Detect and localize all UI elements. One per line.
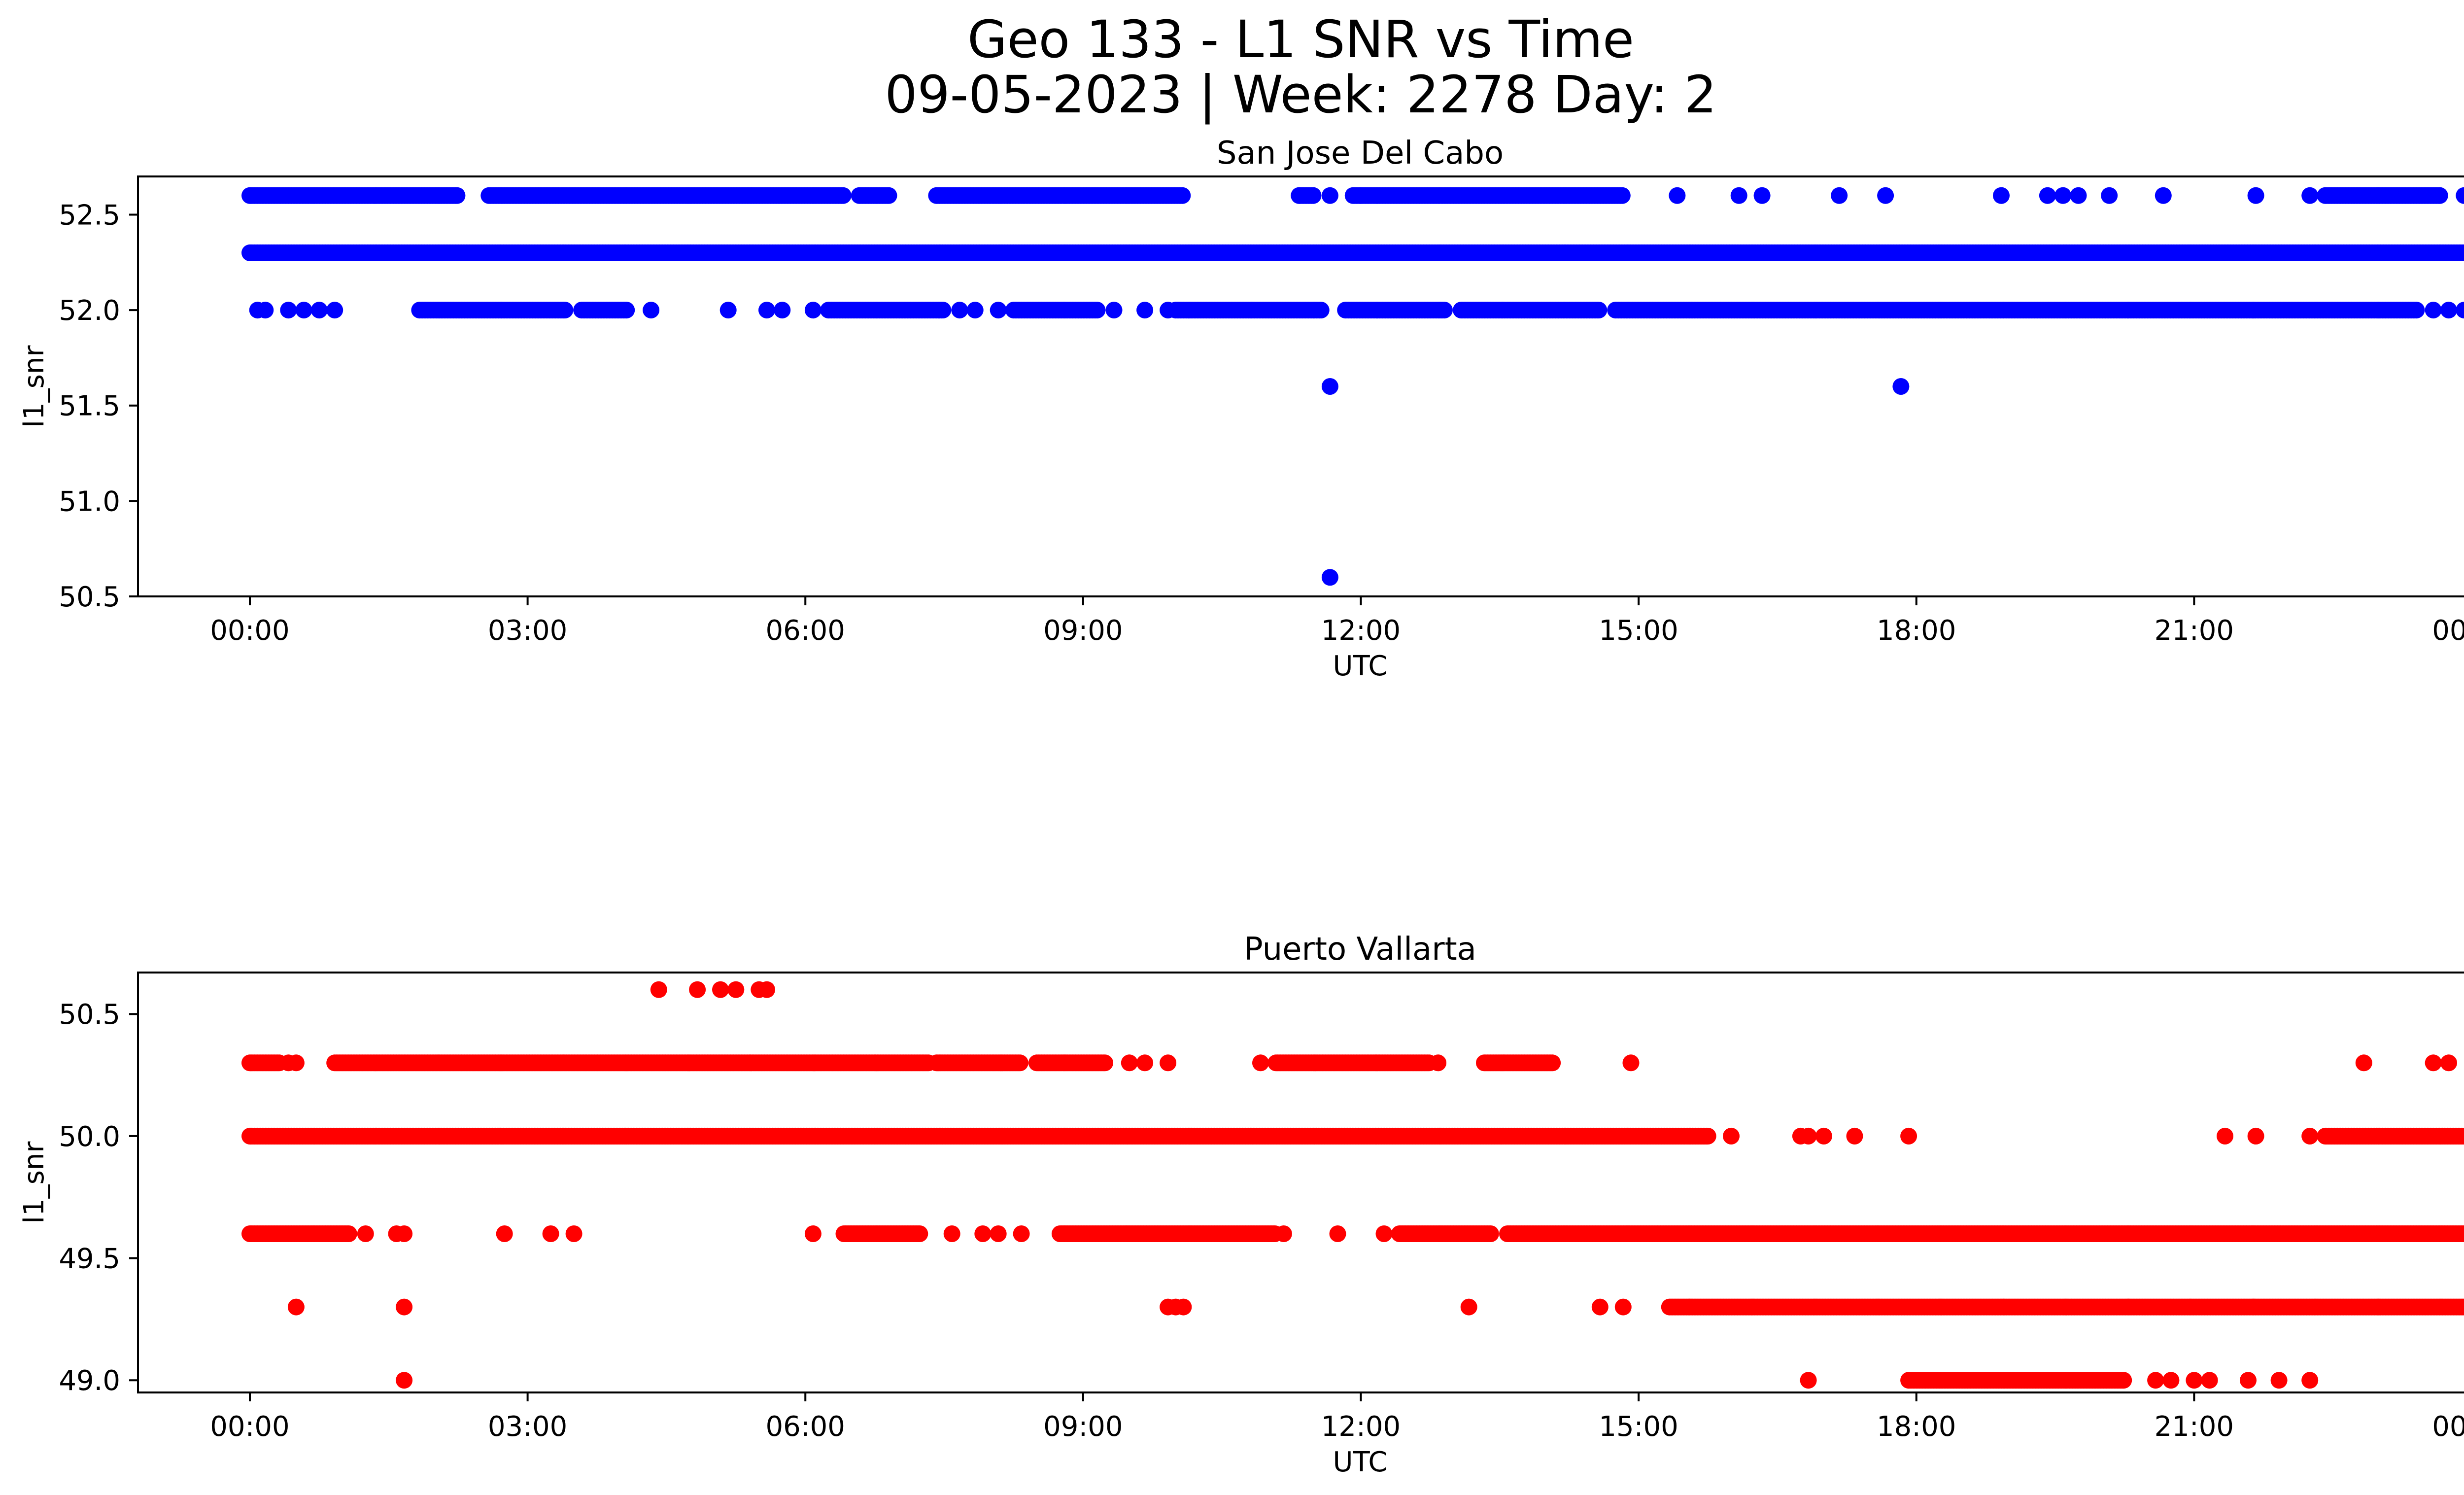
data-point bbox=[2039, 187, 2056, 204]
data-point bbox=[310, 302, 328, 319]
data-point bbox=[758, 302, 775, 319]
x-tick-label: 12:00 bbox=[1321, 615, 1401, 647]
data-point bbox=[2408, 302, 2425, 319]
data-point bbox=[1121, 1054, 1138, 1072]
data-point bbox=[2440, 1054, 2457, 1072]
data-point bbox=[618, 302, 635, 319]
data-point bbox=[1321, 569, 1338, 586]
data-point bbox=[1291, 187, 1308, 204]
panel-title: San Jose Del Cabo bbox=[1217, 135, 1504, 172]
x-tick-label: 06:00 bbox=[766, 615, 845, 647]
data-point bbox=[1160, 302, 1177, 319]
data-point bbox=[1321, 187, 1338, 204]
data-point bbox=[650, 981, 667, 998]
data-point bbox=[2247, 187, 2264, 204]
y-tick-label: 52.0 bbox=[59, 295, 120, 327]
data-point bbox=[2301, 187, 2319, 204]
data-points bbox=[241, 981, 2464, 1389]
data-point bbox=[934, 302, 952, 319]
data-point bbox=[1321, 378, 1338, 395]
data-point bbox=[1622, 1054, 1640, 1072]
data-points bbox=[241, 187, 2464, 586]
data-point bbox=[1430, 1054, 1447, 1072]
data-point bbox=[556, 302, 574, 319]
data-point bbox=[2355, 1054, 2372, 1072]
data-point bbox=[774, 302, 791, 319]
data-point bbox=[2431, 187, 2448, 204]
data-point bbox=[2101, 187, 2118, 204]
data-point bbox=[1892, 378, 1910, 395]
data-point bbox=[1312, 302, 1330, 319]
data-point bbox=[719, 302, 737, 319]
data-point bbox=[804, 302, 821, 319]
data-point bbox=[834, 187, 852, 204]
data-point bbox=[1136, 302, 1154, 319]
data-point bbox=[287, 1054, 305, 1072]
chart-panel-1: San Jose Del Cabo 00:00 03:00 06:00 09:00 12:… bbox=[18, 135, 2464, 682]
x-tick-label: 09:00 bbox=[1043, 615, 1123, 647]
data-point bbox=[1753, 187, 1771, 204]
data-point bbox=[1174, 187, 1191, 204]
figure-subtitle: 09-05-2023 | Week: 2278 Day: 2 bbox=[885, 65, 1717, 125]
x-tick-label: 18:00 bbox=[1877, 615, 1956, 647]
data-point bbox=[951, 302, 968, 319]
x-axis-label: UTC bbox=[1333, 650, 1387, 682]
x-tick-label: 00:00 bbox=[2432, 615, 2464, 647]
x-tick-label: 00:00 bbox=[210, 615, 289, 647]
data-point bbox=[1877, 187, 1894, 204]
panel-title: Puerto Vallarta bbox=[1244, 931, 1476, 968]
data-point bbox=[689, 981, 706, 998]
data-point bbox=[1436, 302, 1453, 319]
data-point bbox=[1105, 302, 1123, 319]
data-point bbox=[1993, 187, 2010, 204]
data-point bbox=[2155, 187, 2172, 204]
x-tick-label: 15:00 bbox=[1599, 615, 1678, 647]
data-point bbox=[966, 302, 984, 319]
y-tick-label: 52.5 bbox=[59, 199, 120, 231]
data-point bbox=[2070, 187, 2087, 204]
data-point bbox=[1011, 1054, 1028, 1072]
figure-title: Geo 133 - L1 SNR vs Time bbox=[967, 9, 1634, 70]
data-point bbox=[1089, 302, 1106, 319]
y-axis-label: l1_snr bbox=[18, 345, 50, 428]
data-point bbox=[2425, 1054, 2442, 1072]
data-point bbox=[1831, 187, 1848, 204]
data-point bbox=[1096, 1054, 1113, 1072]
data-point bbox=[1669, 187, 1686, 204]
data-point bbox=[1304, 187, 1322, 204]
data-point bbox=[1352, 187, 1369, 204]
y-tick-label: 51.0 bbox=[59, 486, 120, 518]
data-point bbox=[280, 302, 297, 319]
data-point bbox=[727, 981, 745, 998]
data-point bbox=[326, 302, 343, 319]
x-tick-label: 21:00 bbox=[2155, 615, 2234, 647]
data-point bbox=[990, 302, 1007, 319]
data-point bbox=[2440, 302, 2457, 319]
data-point bbox=[643, 302, 660, 319]
y-tick-label: 51.5 bbox=[59, 390, 120, 422]
data-point bbox=[1699, 1127, 1716, 1145]
data-point bbox=[1160, 1054, 1177, 1072]
data-point bbox=[257, 302, 274, 319]
data-point bbox=[880, 187, 897, 204]
x-tick-label: 03:00 bbox=[488, 615, 567, 647]
data-point bbox=[758, 981, 775, 998]
data-point bbox=[1544, 1054, 1561, 1072]
plot-frame bbox=[137, 175, 2464, 597]
data-point bbox=[2462, 190, 2464, 201]
data-point bbox=[2054, 187, 2072, 204]
data-point bbox=[448, 187, 466, 204]
data-point bbox=[1613, 187, 1631, 204]
data-point bbox=[1730, 187, 1747, 204]
data-point bbox=[1590, 302, 1608, 319]
data-point bbox=[712, 981, 729, 998]
data-point bbox=[1252, 1054, 1269, 1072]
data-point bbox=[2425, 302, 2442, 319]
data-point bbox=[1136, 1054, 1154, 1072]
data-point bbox=[295, 302, 312, 319]
y-tick-label: 50.5 bbox=[59, 581, 120, 613]
